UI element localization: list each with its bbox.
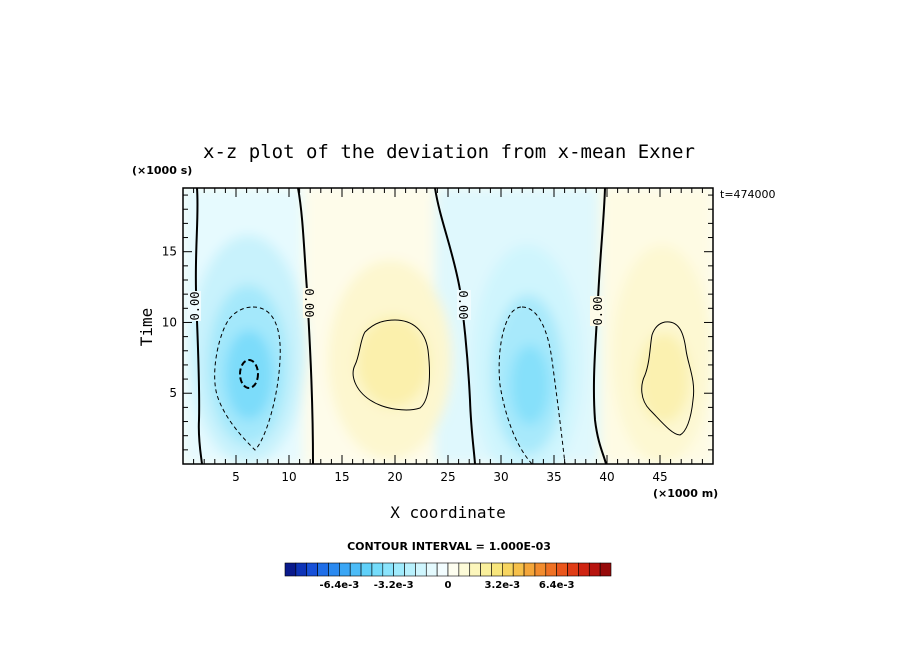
negative-blob-mid-inner <box>510 345 550 425</box>
y-tick-label: 10 <box>162 315 177 329</box>
colorbar-swatch <box>328 562 340 577</box>
x-tick-labels: 5 10 15 20 25 30 35 40 45 <box>232 470 667 484</box>
contour-label-text-1: 0.00 <box>188 292 202 321</box>
colorbar-swatch <box>382 562 394 577</box>
contour-interval-label: CONTOUR INTERVAL = 1.000E-03 <box>347 540 551 553</box>
positive-blob-mid-inner <box>357 317 429 407</box>
chart-title: x-z plot of the deviation from x-mean Ex… <box>203 141 695 163</box>
colorbar-swatch <box>578 562 590 577</box>
y-unit-label: (×1000 s) <box>132 164 192 177</box>
y-tick-label: 5 <box>169 386 177 400</box>
x-tick-label: 45 <box>652 470 667 484</box>
negative-contour-left <box>214 306 281 451</box>
positive-contour-right <box>641 321 695 436</box>
contour-label-3: 0.00 <box>456 290 471 320</box>
colorbar-tick-label: 0 <box>445 580 452 591</box>
colorbar-swatch <box>523 562 536 577</box>
colorbar <box>284 562 612 577</box>
positive-blob-right-inner <box>638 333 690 423</box>
contour-label-1: 0.00 <box>187 291 202 321</box>
colorbar-swatch <box>512 562 525 577</box>
plot-area: 0.00 0.00 0.00 0.00 5 10 15 20 25 30 35 40 45 5 1… <box>162 187 714 484</box>
colorbar-tick-label: -6.4e-3 <box>319 580 359 591</box>
x-tick-label: 5 <box>232 470 240 484</box>
zero-contour-1 <box>194 188 203 464</box>
colorbar-swatch <box>588 562 601 577</box>
colorbar-swatch <box>480 562 492 577</box>
colorbar-swatch <box>306 562 318 577</box>
colorbar-swatch <box>534 562 547 577</box>
colorbar-swatch <box>447 562 460 577</box>
x-tick-label: 40 <box>599 470 614 484</box>
colorbar-swatch <box>371 562 384 577</box>
x-unit-label: (×1000 m) <box>653 487 718 500</box>
colorbar-swatch <box>425 562 438 577</box>
colorbar-swatch <box>502 562 514 577</box>
colorbar-swatch <box>284 562 297 577</box>
positive-contour-mid <box>352 319 430 411</box>
contour-label-2: 0.00 <box>302 288 317 318</box>
colorbar-swatch <box>458 562 471 577</box>
colorbar-swatch <box>404 562 416 577</box>
x-axis-label: X coordinate <box>390 503 506 522</box>
zero-contour-3 <box>434 188 476 464</box>
x-tick-label: 20 <box>387 470 402 484</box>
colorbar-tick-labels: -6.4e-3 -3.2e-3 0 3.2e-3 6.4e-3 <box>319 580 574 591</box>
negative-contour-mid <box>498 306 566 464</box>
colorbar-swatch <box>545 562 557 577</box>
colorbar-swatch <box>567 562 579 577</box>
colorbar-swatch <box>393 562 405 577</box>
negative-blob-left-inner <box>225 330 273 420</box>
contour-label-text-2: 0.00 <box>302 289 316 318</box>
colorbar-swatch <box>415 562 427 577</box>
colorbar-swatch <box>599 562 612 577</box>
axis-ticks <box>183 188 713 464</box>
x-tick-label: 25 <box>440 470 455 484</box>
colorbar-tick-label: 6.4e-3 <box>539 580 575 591</box>
colorbar-swatch <box>295 562 308 577</box>
x-tick-label: 10 <box>281 470 296 484</box>
y-axis-label: Time <box>137 308 156 347</box>
colorbar-tick-label: -3.2e-3 <box>374 580 414 591</box>
colorbar-swatch <box>339 562 351 577</box>
zero-contour-4 <box>592 188 607 464</box>
time-stamp: t=474000 <box>720 188 776 201</box>
contour-label-4: 0.00 <box>590 296 605 326</box>
colorbar-swatch <box>469 562 481 577</box>
colorbar-swatch <box>556 562 568 577</box>
contour-label-text-4: 0.00 <box>591 297 605 326</box>
shaded-field: 0.00 0.00 0.00 0.00 <box>183 188 713 464</box>
colorbar-swatch <box>349 562 362 577</box>
colorbar-tick-label: 3.2e-3 <box>485 580 521 591</box>
contour-label-text-3: 0.00 <box>456 291 470 320</box>
colorbar-swatch <box>360 562 373 577</box>
x-tick-label: 30 <box>493 470 508 484</box>
colorbar-swatch <box>436 562 449 577</box>
negative-contour-core <box>239 359 259 389</box>
colorbar-swatch <box>317 562 329 577</box>
colorbar-swatch <box>491 562 503 577</box>
x-tick-label: 15 <box>334 470 349 484</box>
y-tick-label: 15 <box>162 245 177 259</box>
y-tick-labels: 5 10 15 <box>162 245 177 401</box>
x-tick-label: 35 <box>546 470 561 484</box>
